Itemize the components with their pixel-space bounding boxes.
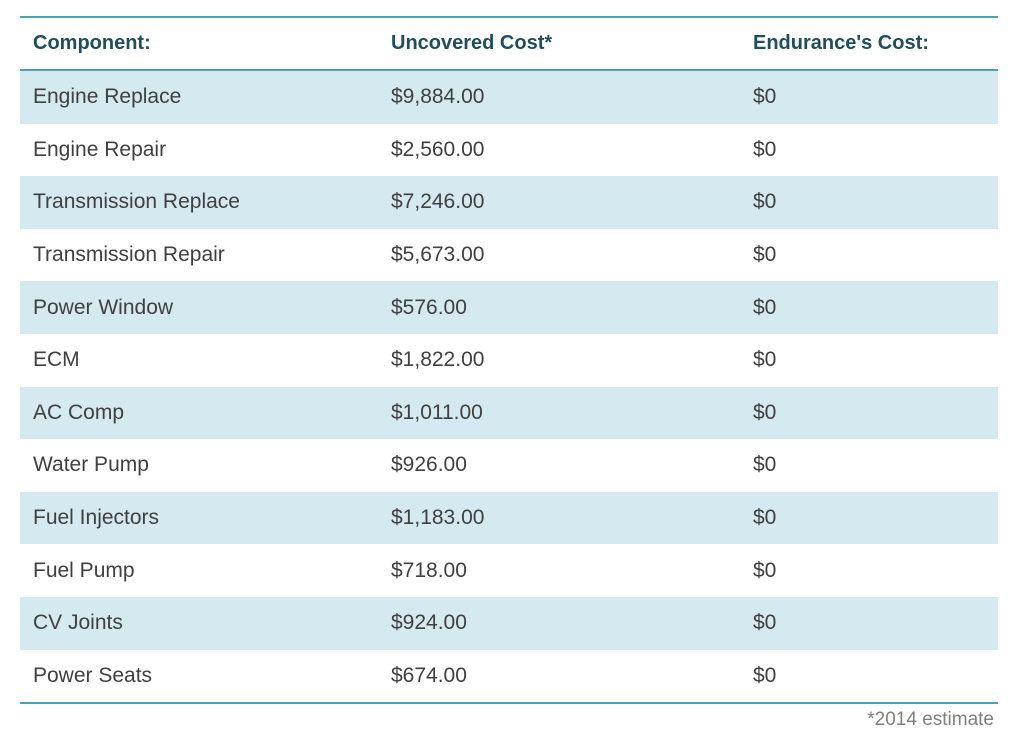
uncovered-cost-cell: $1,183.00	[391, 506, 485, 530]
table-row: CV Joints $924.00 $0	[20, 596, 998, 650]
table-row: Fuel Pump $718.00 $0	[20, 544, 998, 597]
table-row: Transmission Repair $5,673.00 $0	[20, 229, 998, 282]
uncovered-cost-cell: $924.00	[391, 611, 467, 635]
table-row: Transmission Replace $7,246.00 $0	[20, 176, 998, 229]
endurance-cost-cell: $0	[753, 243, 777, 267]
table-row: Engine Replace $9,884.00 $0	[20, 71, 998, 124]
component-cell: Power Seats	[33, 663, 153, 687]
table-row: AC Comp $1,011.00 $0	[20, 386, 998, 440]
component-cell: Engine Repair	[33, 137, 167, 161]
component-cell: Fuel Pump	[33, 558, 135, 582]
component-cell: Engine Replace	[33, 85, 182, 109]
component-cell: CV Joints	[33, 611, 123, 635]
table-row: ECM $1,822.00 $0	[20, 334, 998, 387]
footnote: *2014 estimate	[867, 709, 994, 730]
endurance-cost-cell: $0	[753, 85, 777, 109]
table-header-row: Component: Uncovered Cost* Endurance's C…	[20, 18, 998, 71]
table-row: Water Pump $926.00 $0	[20, 439, 998, 492]
header-endurance-cost: Endurance's Cost:	[753, 32, 929, 54]
component-cell: Transmission Repair	[33, 243, 225, 267]
component-cell: ECM	[33, 348, 80, 372]
uncovered-cost-cell: $674.00	[391, 663, 467, 687]
component-cell: Transmission Replace	[33, 190, 240, 214]
endurance-cost-cell: $0	[753, 348, 777, 372]
endurance-cost-cell: $0	[753, 611, 777, 635]
uncovered-cost-cell: $5,673.00	[391, 243, 485, 267]
uncovered-cost-cell: $7,246.00	[391, 190, 485, 214]
endurance-cost-cell: $0	[753, 558, 777, 582]
endurance-cost-cell: $0	[753, 295, 777, 319]
component-cell: Fuel Injectors	[33, 506, 160, 530]
table-row: Power Seats $674.00 $0	[20, 650, 998, 703]
uncovered-cost-cell: $926.00	[391, 453, 467, 477]
table-row: Fuel Injectors $1,183.00 $0	[20, 491, 998, 545]
endurance-cost-cell: $0	[753, 137, 777, 161]
uncovered-cost-cell: $576.00	[391, 295, 467, 319]
uncovered-cost-cell: $1,822.00	[391, 348, 485, 372]
endurance-cost-cell: $0	[753, 453, 777, 477]
header-component: Component:	[33, 32, 151, 54]
table-row: Power Window $576.00 $0	[20, 281, 998, 334]
header-uncovered-cost: Uncovered Cost*	[391, 32, 553, 54]
table-top-rule	[20, 16, 998, 18]
endurance-cost-cell: $0	[753, 506, 777, 530]
component-cell: AC Comp	[33, 400, 125, 424]
uncovered-cost-cell: $1,011.00	[391, 400, 483, 424]
endurance-cost-cell: $0	[753, 663, 777, 687]
component-cell: Water Pump	[33, 453, 149, 477]
uncovered-cost-cell: $9,884.00	[391, 85, 485, 109]
table-row: Engine Repair $2,560.00 $0	[20, 124, 998, 177]
uncovered-cost-cell: $718.00	[391, 558, 467, 582]
table-bottom-rule	[20, 702, 998, 705]
component-cell: Power Window	[33, 295, 174, 319]
endurance-cost-cell: $0	[753, 190, 777, 214]
endurance-cost-cell: $0	[753, 400, 777, 424]
uncovered-cost-cell: $2,560.00	[391, 137, 485, 161]
cost-comparison-table: Component: Uncovered Cost* Endurance's C…	[20, 16, 998, 705]
